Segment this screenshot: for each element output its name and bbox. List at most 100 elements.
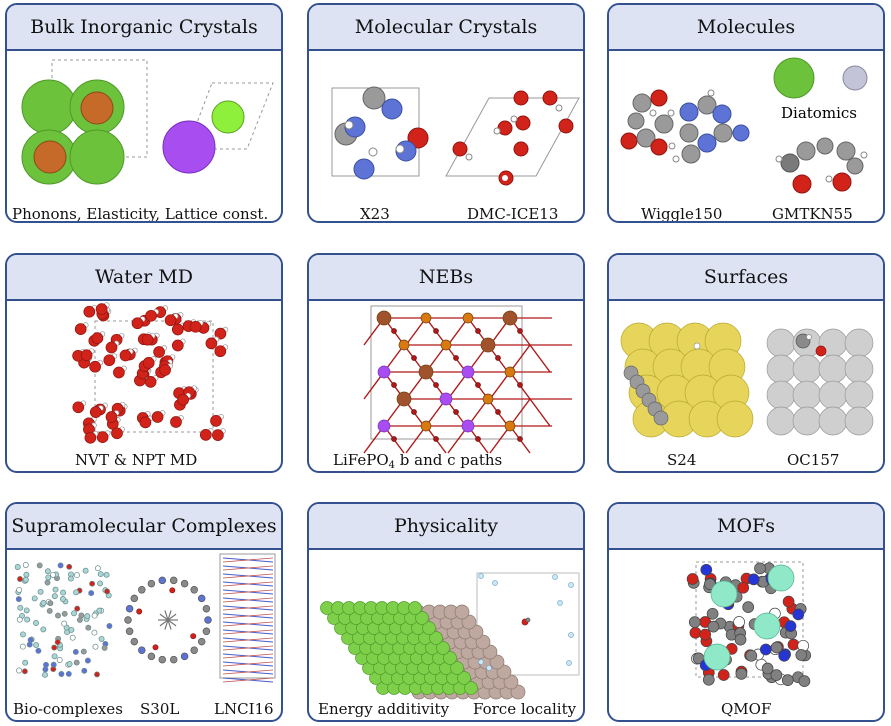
caption-oc157: OC157 [787, 451, 840, 469]
framework-atom [761, 662, 774, 675]
oxygen-atom [84, 431, 97, 444]
bond [159, 619, 169, 627]
bond [222, 613, 274, 619]
adsorbate-atom [429, 631, 443, 645]
framework-atom [707, 620, 720, 633]
oxygen-atom [159, 364, 171, 376]
substrate-atom [468, 624, 484, 640]
oxygen-atom [74, 323, 87, 335]
protein-atom [14, 564, 21, 570]
adsorbate-atom [415, 611, 429, 625]
diatomics-label: Diatomics [781, 104, 857, 122]
panel-mofs: MOFs QMOF [607, 502, 885, 722]
panel-title: NEBs [309, 255, 583, 301]
lithium-atom [377, 419, 391, 433]
framework-atom [688, 616, 701, 628]
protein-atom [56, 657, 63, 663]
panel-title: Water MD [7, 255, 281, 301]
oxygen-atom [103, 354, 116, 367]
iron-atom [504, 420, 516, 432]
protein-atom [36, 562, 43, 569]
bond [222, 605, 274, 611]
metal-atom [766, 354, 796, 384]
framework-atom [754, 562, 766, 575]
protein-atom [42, 671, 48, 678]
macrocycle-atom [169, 655, 178, 664]
protein-atom [37, 588, 44, 595]
framework-atom [770, 669, 783, 681]
oxygen-atom [131, 317, 144, 330]
distant-atom [566, 660, 572, 666]
protein-atom [51, 653, 58, 660]
bond [405, 317, 427, 346]
oxygen-atom [171, 339, 184, 352]
framework-atom [686, 573, 699, 585]
macrocycle-atom [190, 586, 198, 594]
iron-atom [462, 312, 474, 324]
oxygen-atom [96, 431, 109, 443]
protein-atom [59, 596, 66, 602]
panel-title: Supramolecular Complexes [7, 504, 281, 550]
distant-atom [478, 573, 484, 579]
protein-atom [50, 571, 57, 578]
protein-atom [21, 668, 28, 675]
metal-node [710, 580, 738, 608]
metal-atom [818, 354, 848, 384]
oxygen-atom [433, 436, 439, 442]
bond [222, 629, 274, 635]
protein-atom [69, 634, 76, 641]
macrocycle-atom [169, 576, 178, 585]
oxygen-atom [142, 357, 155, 369]
oxygen-atom [212, 429, 224, 441]
protein-atom [104, 588, 111, 595]
distant-atom [478, 659, 484, 665]
iron-atom [398, 339, 410, 351]
oxygen-atom [111, 427, 123, 440]
oxygen-atom [136, 608, 143, 615]
framework-atom [745, 649, 758, 662]
protein-atom [67, 575, 74, 582]
lithium-atom [439, 392, 453, 406]
framework-atom [778, 649, 791, 662]
adsorbate-atom [464, 681, 478, 695]
protein-atom [40, 626, 47, 633]
protein-atom [16, 667, 23, 674]
protein-atom [23, 571, 30, 578]
distant-atom [568, 582, 574, 588]
protein-atom [61, 620, 68, 627]
panel-title: Physicality [309, 504, 583, 550]
caption-phonons: Phonons, Elasticity, Lattice const. [12, 205, 269, 223]
caption-s24: S24 [667, 451, 697, 469]
oxygen-atom [145, 309, 157, 322]
oxygen-atom [475, 436, 481, 442]
metal-atom [844, 380, 874, 410]
panel-molecular-crystals: Molecular Crystals [307, 3, 585, 223]
iron-atom [504, 366, 516, 378]
framework-atom [689, 626, 702, 639]
molecules-illustration: Diatomics [620, 57, 868, 194]
metal-atom [792, 380, 822, 410]
distant-atom [568, 632, 574, 638]
protein-atom [57, 562, 64, 569]
hydrogen-atom [806, 334, 812, 340]
protein-atom [85, 624, 92, 631]
iron-atom [440, 339, 452, 351]
protein-atom [101, 644, 108, 651]
metal-atom [766, 328, 796, 358]
protein-atom [58, 671, 65, 677]
oxygen-atom [177, 393, 189, 406]
macrocycle-atom [130, 637, 139, 646]
panel-title: Molecules [609, 5, 883, 51]
caption-energy-additivity: Energy additivity [318, 700, 450, 718]
metal-atom [792, 406, 822, 436]
bond [167, 613, 177, 621]
protein-atom [73, 659, 80, 666]
framework-atom [735, 668, 748, 680]
oxygen-atom [164, 314, 177, 327]
framework-atom [734, 633, 747, 646]
oxygen-atom [139, 416, 152, 429]
panel-surfaces: Surfaces S24 OC157 [607, 253, 885, 473]
protein-atom [42, 666, 49, 673]
oxygen-atom [495, 355, 501, 361]
protein-atom [68, 626, 75, 633]
